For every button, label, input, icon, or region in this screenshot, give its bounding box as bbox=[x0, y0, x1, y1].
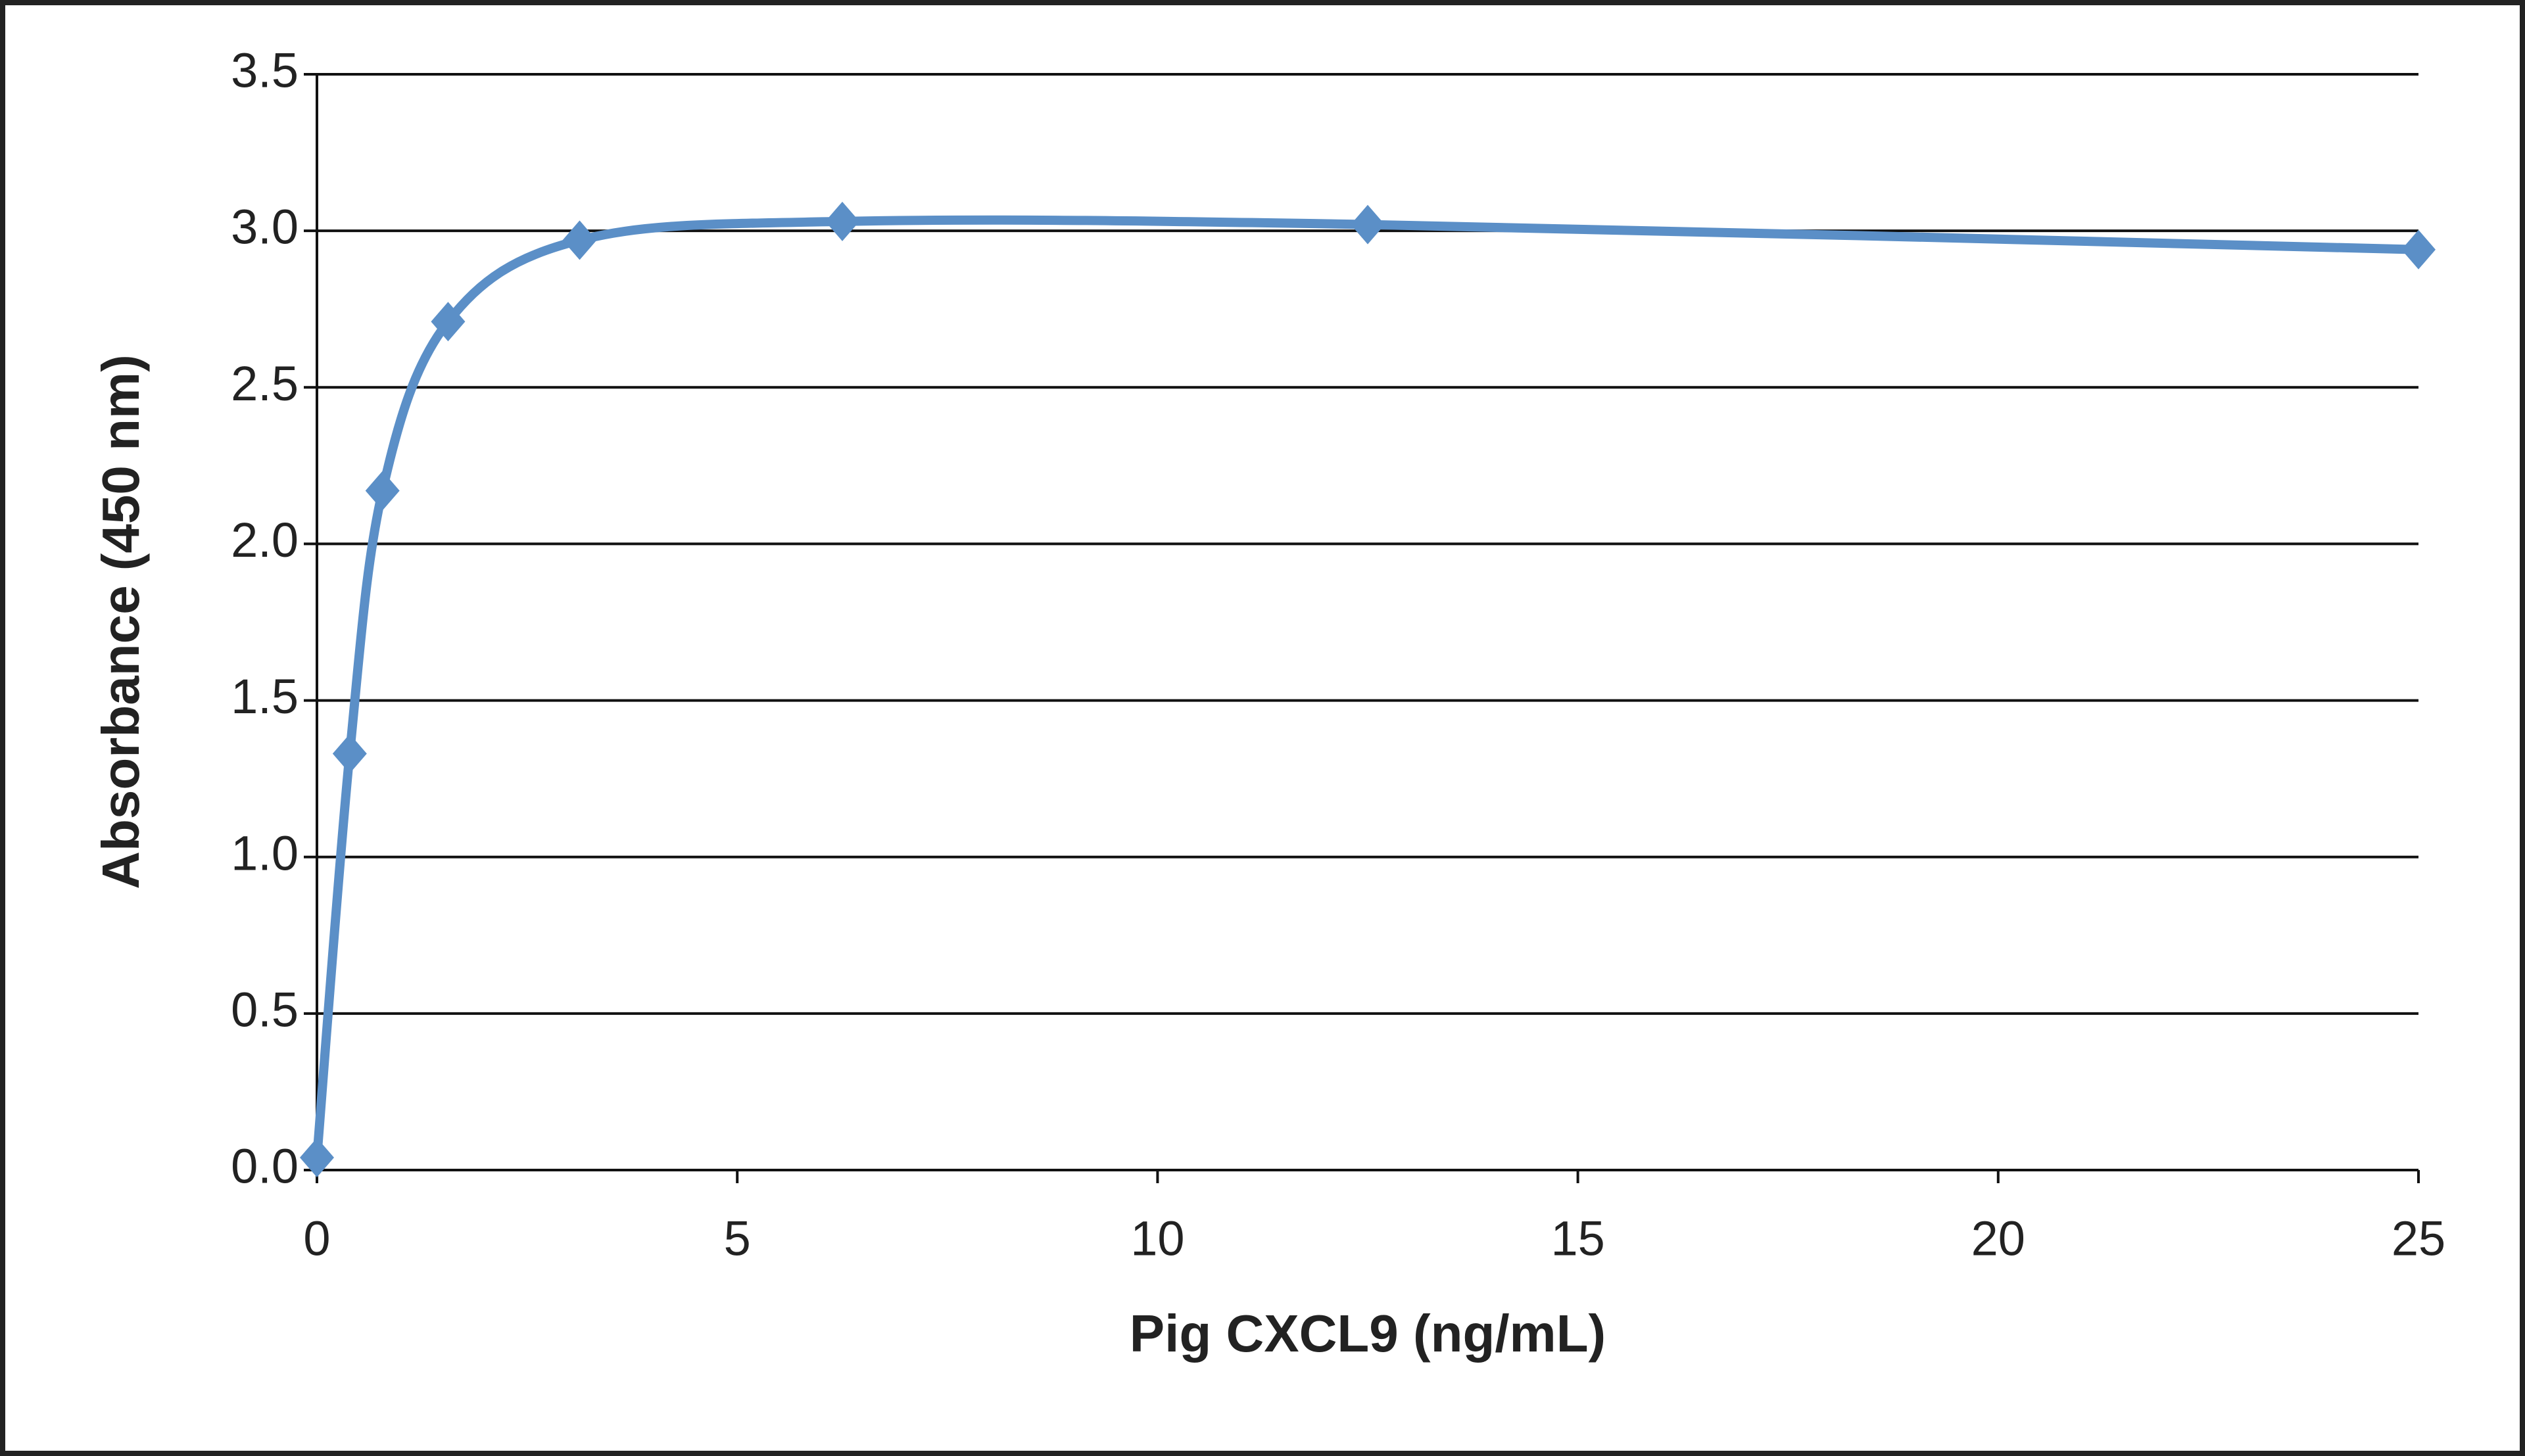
x-tick-label: 0 bbox=[303, 1211, 330, 1266]
marker bbox=[332, 734, 367, 774]
marker bbox=[1351, 204, 1385, 245]
y-tick-label: 1.5 bbox=[231, 669, 299, 724]
y-tick-label: 1.0 bbox=[231, 826, 299, 880]
y-tick-label: 0.5 bbox=[231, 982, 299, 1037]
marker bbox=[825, 201, 859, 241]
x-tick-label: 25 bbox=[2392, 1211, 2445, 1266]
series-line bbox=[312, 215, 2419, 1158]
y-tick-label: 0.0 bbox=[231, 1139, 299, 1194]
marker bbox=[365, 471, 400, 511]
x-tick-label: 20 bbox=[1971, 1211, 2025, 1266]
y-tick-label: 3.0 bbox=[231, 200, 299, 254]
y-axis-title: Absorbance (450 nm) bbox=[91, 354, 150, 889]
x-axis-title: Pig CXCL9 (ng/mL) bbox=[1130, 1304, 1606, 1363]
marker bbox=[300, 1137, 334, 1177]
y-tick-label: 3.5 bbox=[231, 43, 299, 98]
x-tick-label: 10 bbox=[1130, 1211, 1184, 1266]
marker bbox=[562, 220, 597, 260]
marker bbox=[2401, 229, 2436, 270]
y-tick-label: 2.0 bbox=[231, 513, 299, 567]
x-tick-label: 5 bbox=[724, 1211, 751, 1266]
x-tick-label: 15 bbox=[1551, 1211, 1604, 1266]
y-tick-label: 2.5 bbox=[231, 356, 299, 411]
marker bbox=[431, 302, 466, 342]
